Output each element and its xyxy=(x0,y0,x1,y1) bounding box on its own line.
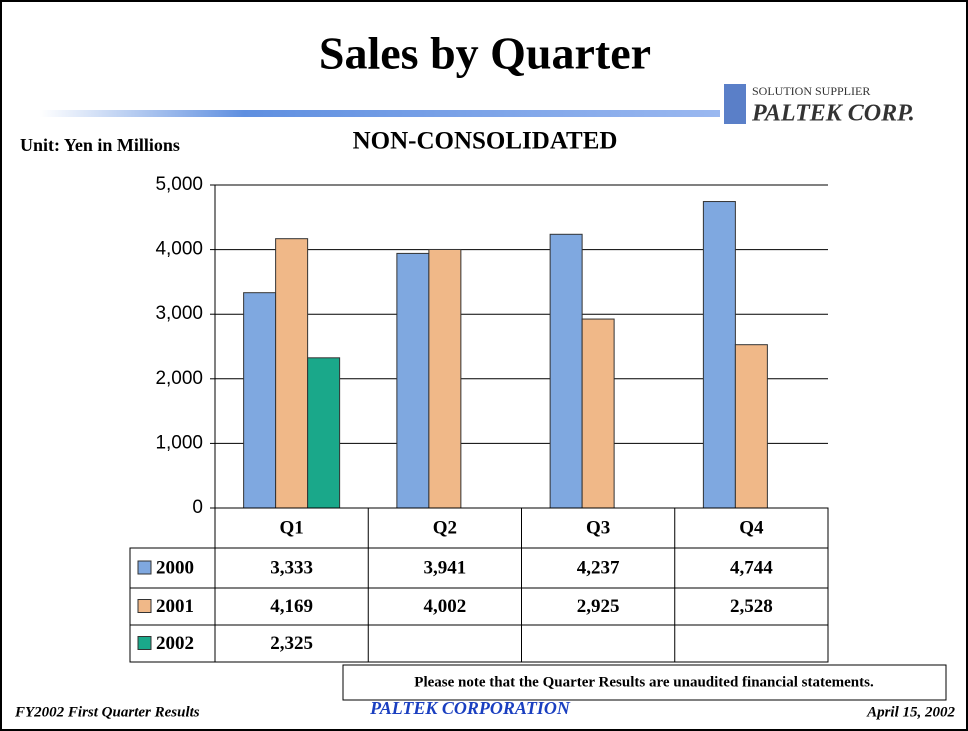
legend-swatch xyxy=(137,599,152,613)
bar xyxy=(275,238,309,509)
legend-label: 2001 xyxy=(156,596,194,617)
y-tick-label: 1,000 xyxy=(155,432,203,453)
legend-label: 2002 xyxy=(156,633,194,654)
bar xyxy=(307,357,341,509)
data-label: 3,333 xyxy=(270,557,313,578)
bar xyxy=(581,318,615,509)
y-tick-label: 0 xyxy=(192,497,203,518)
note-box xyxy=(342,664,947,701)
x-tick-label: Q2 xyxy=(433,517,457,538)
footer-left: FY2002 First Quarter Results xyxy=(14,704,200,720)
bar xyxy=(243,292,277,509)
logo-name: PALTEK CORP. xyxy=(751,101,915,127)
data-label: 4,744 xyxy=(730,557,773,578)
data-label: 3,941 xyxy=(424,557,467,578)
legend-label: 2000 xyxy=(156,557,194,578)
logo-tagline: SOLUTION SUPPLIER xyxy=(752,84,870,98)
data-label: 4,237 xyxy=(577,557,620,578)
y-tick-label: 2,000 xyxy=(155,368,203,389)
bar xyxy=(549,233,583,509)
y-tick-label: 5,000 xyxy=(155,174,203,195)
unit-label: Unit: Yen in Millions xyxy=(20,135,180,155)
title: Sales by Quarter xyxy=(319,28,651,79)
x-tick-label: Q3 xyxy=(586,517,610,538)
y-tick-label: 3,000 xyxy=(155,303,203,324)
header-rule xyxy=(40,110,720,117)
data-label: 4,169 xyxy=(270,596,313,617)
subtitle: NON-CONSOLIDATED xyxy=(353,128,618,155)
legend-swatch xyxy=(137,636,152,650)
data-label: 2,925 xyxy=(577,596,620,617)
legend-swatch xyxy=(137,560,152,575)
bar xyxy=(428,248,462,509)
plot: 0 1,000 2,000 3,000 4,000 5,000 Q1 Q2 Q3 Q4 2000 3,… xyxy=(129,174,829,663)
x-tick-label: Q4 xyxy=(739,517,764,538)
data-label: 2,325 xyxy=(270,633,313,654)
footer-center: PALTEK CORPORATION xyxy=(369,698,571,718)
bar xyxy=(396,252,430,509)
bar xyxy=(734,344,768,509)
x-tick-label: Q1 xyxy=(279,517,303,538)
data-label: 2,528 xyxy=(730,596,773,617)
y-tick-label: 4,000 xyxy=(155,239,203,260)
bar xyxy=(702,201,736,509)
logo-icon xyxy=(724,84,746,124)
footer-right: April 15, 2002 xyxy=(866,704,955,720)
note: Please note that the Quarter Results are… xyxy=(414,674,874,690)
data-label: 4,002 xyxy=(424,596,467,617)
table-body-frame xyxy=(129,547,829,663)
